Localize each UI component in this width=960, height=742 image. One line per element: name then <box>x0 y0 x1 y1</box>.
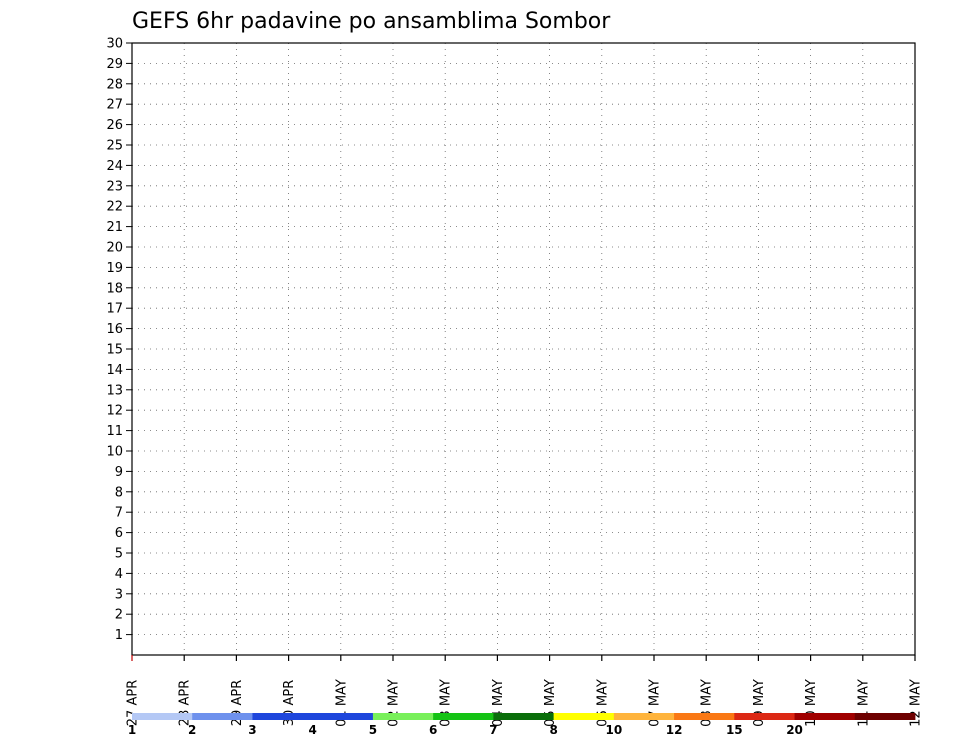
y-tick-label: 12 <box>106 404 123 419</box>
y-tick-label: 2 <box>115 608 123 623</box>
y-tick-label: 9 <box>115 465 123 480</box>
legend-label: 4 <box>309 723 317 737</box>
grid-lines <box>132 43 915 655</box>
legend-swatch <box>613 713 675 720</box>
legend-swatch <box>734 713 795 720</box>
legend-swatch <box>854 713 916 720</box>
legend-label: 5 <box>369 723 377 737</box>
y-tick-label: 15 <box>106 343 123 358</box>
y-tick-label: 21 <box>106 220 123 235</box>
y-tick-label: 29 <box>106 57 123 72</box>
legend-label: 1 <box>128 723 136 737</box>
legend-swatch <box>312 713 374 720</box>
legend-label: 12 <box>666 723 683 737</box>
y-tick-label: 10 <box>106 445 123 460</box>
legend-label: 3 <box>248 723 256 737</box>
y-tick-label: 19 <box>106 261 123 276</box>
y-tick-label: 26 <box>106 118 123 133</box>
y-tick-label: 7 <box>115 506 123 521</box>
legend-label: 10 <box>605 723 622 737</box>
legend-label: 15 <box>726 723 743 737</box>
legend-swatch <box>433 713 494 720</box>
y-tick-label: 20 <box>106 241 123 256</box>
legend-swatch <box>372 713 434 720</box>
y-tick-label: 30 <box>106 37 123 52</box>
y-tick-label: 23 <box>106 179 123 194</box>
y-tick-label: 3 <box>115 587 123 602</box>
y-tick-label: 17 <box>106 302 123 317</box>
y-tick-label: 8 <box>115 485 123 500</box>
legend-label: 2 <box>188 723 196 737</box>
y-tick-label: 13 <box>106 383 123 398</box>
y-tick-label: 4 <box>115 567 123 582</box>
y-tick-label: 28 <box>106 77 123 92</box>
plot-frame <box>131 42 916 656</box>
y-tick-label: 11 <box>106 424 123 439</box>
legend-label: 8 <box>549 723 557 737</box>
legend-swatch <box>132 713 193 720</box>
y-tick-label: 22 <box>106 200 123 215</box>
legend-label: 7 <box>489 723 497 737</box>
y-tick-label: 16 <box>106 322 123 337</box>
color-legend: 1 2 3 4 5 6 7 8 10 12 15 20 <box>128 713 916 737</box>
y-tick-label: 25 <box>106 139 123 154</box>
y-tick-label: 5 <box>115 547 123 562</box>
legend-swatch <box>252 713 314 720</box>
y-tick-label: 27 <box>106 98 123 113</box>
y-tick-label: 6 <box>115 526 123 541</box>
legend-swatch <box>794 713 856 720</box>
y-tick-label: 24 <box>106 159 123 174</box>
chart-title: GEFS 6hr padavine po ansamblima Sombor <box>132 9 611 34</box>
y-tick-label: 18 <box>106 281 123 296</box>
legend-swatch <box>493 713 555 720</box>
y-tick-label: 1 <box>115 628 123 643</box>
legend-swatch <box>553 713 615 720</box>
legend-label: 20 <box>786 723 803 737</box>
legend-label: 6 <box>429 723 437 737</box>
y-axis: 1234567891011121314151617181920212223242… <box>106 37 132 643</box>
y-tick-label: 14 <box>106 363 123 378</box>
legend-swatch <box>192 713 253 720</box>
legend-swatch <box>674 713 735 720</box>
